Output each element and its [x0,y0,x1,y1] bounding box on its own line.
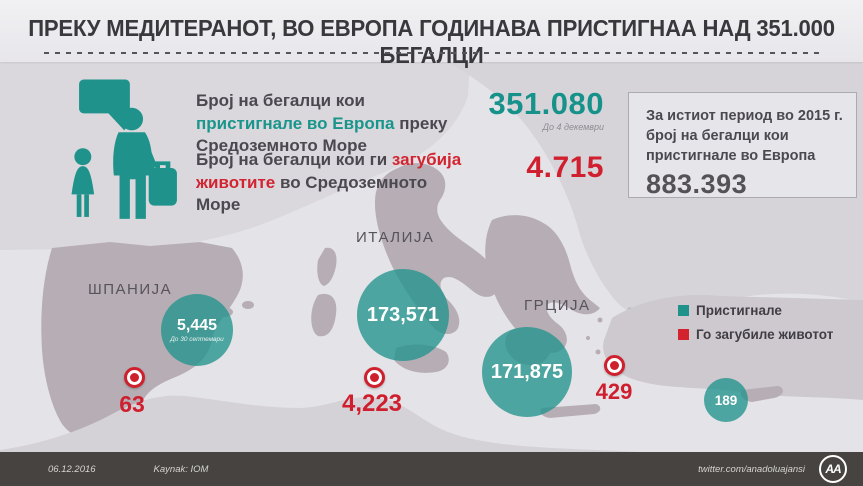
island-cyprus [740,386,783,402]
arrived-description: Број на бегалци кои пристигнале во Европ… [196,90,474,158]
land-iberia [41,242,243,443]
dashed-divider [44,52,819,54]
total-arrived-note: До 4 декември [542,122,604,132]
arrivals-bubble-east: 189 [704,378,748,422]
arrived-description-highlight: пристигнале во Европа [196,113,395,133]
arrivals-value-east: 189 [714,392,738,408]
died-description-post: во Средоземното Море [196,172,428,215]
arrived-description-pre: Број на бегалци кои [196,91,365,110]
died-description: Број на бегалци кои ги загубија животите… [196,149,474,217]
arrivals-value-spain: 5,445 [176,317,218,334]
footer-source: Kaynak: IOM [153,463,209,475]
island-menorca [242,301,254,309]
arrivals-value-italy: 173,571 [366,303,440,326]
deaths-value-spain: 63 [119,391,145,417]
child-head-icon [74,148,92,166]
deaths-value-italy: 4,223 [341,390,403,417]
page-title: ПРЕКУ МЕДИТЕРАНОТ, ВО ЕВРОПА ГОДИНАВА ПР… [28,15,835,68]
death-marker-italy [364,367,385,388]
footer-bar: 06.12.2016 Kaynak: IOM twitter.com/anado… [0,452,863,486]
totals-column: 351.080 До 4 декември 4.715 [472,88,604,183]
land-italy [374,163,499,334]
child-dress-icon [71,166,95,195]
legend: Пристигнале Го загубиле животот [678,303,833,351]
adult-head-icon [120,107,144,131]
header-bar: ПРЕКУ МЕДИТЕРАНОТ, ВО ЕВРОПА ГОДИНАВА ПР… [0,0,863,68]
country-label-italy: ИТАЛИЈА [356,229,435,246]
refugee-family-icon [62,72,194,237]
comparison-2015-value: 883.393 [646,169,748,199]
suitcase-handle-icon [155,161,171,168]
arrivals-note-spain: До 30 септември [170,336,224,343]
land-greece [485,215,600,353]
legend-label-arrived: Пристигнале [696,303,782,318]
arrivals-value-greece: 171,875 [490,360,564,383]
country-label-spain: ШПАНИЈА [88,281,173,298]
total-arrived-value: 351.080 [488,86,604,121]
legend-swatch-red [678,329,689,340]
island-corsica [317,247,337,286]
deaths-value-greece: 429 [595,379,633,404]
adult-body-icon [113,132,153,219]
island-crete [540,404,601,418]
death-marker-spain [124,367,145,388]
island-sardinia [311,293,337,337]
footer-date: 06.12.2016 [48,463,96,475]
comparison-2015-text: За истиот период во 2015 г. број на бега… [646,108,843,164]
arrivals-bubble-greece: 171,875 [482,327,572,417]
died-description-pre: Број на бегалци кои ги [196,150,392,169]
total-died-value: 4.715 [526,151,604,184]
adult-arm-suitcase-icon [139,136,158,170]
comparison-2015-box: За истиот период во 2015 г. број на бега… [628,92,857,199]
legend-item-died: Го загубиле животот [678,327,833,342]
country-label-greece: ГРЦИЈА [524,297,591,314]
anadolu-agency-logo: AA [819,455,847,483]
legend-item-arrived: Пристигнале [678,303,833,318]
arrivals-bubble-spain: 5,445 До 30 септември [161,294,233,366]
arrived-description-post: преку Средоземното Море [196,113,448,156]
sign-board-icon [79,79,130,114]
death-marker-greece [604,355,625,376]
child-leg-icon [76,194,82,217]
child-leg-icon [84,194,89,217]
suitcase-icon [148,168,177,206]
legend-swatch-teal [678,305,689,316]
arrivals-bubble-italy: 173,571 [357,269,449,361]
footer-twitter-handle: twitter.com/anadoluajansi [698,463,805,475]
legend-label-died: Го загубиле животот [696,327,834,342]
died-description-highlight: загубија животите [196,150,462,192]
land-turkey [603,294,863,400]
